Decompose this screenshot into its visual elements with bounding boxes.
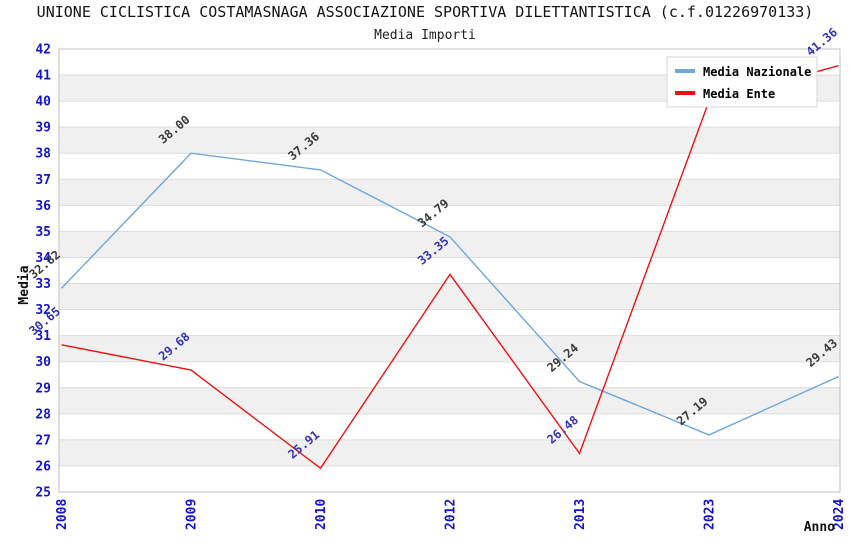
- y-tick-label: 27: [35, 433, 51, 448]
- y-tick-label: 37: [35, 173, 51, 188]
- y-tick-label: 31: [35, 329, 51, 344]
- grid-band: [59, 335, 840, 362]
- legend-box: [666, 56, 818, 108]
- plot-frame: [58, 48, 841, 493]
- x-tick-label: 2023: [703, 499, 718, 530]
- grid-band: [59, 283, 840, 310]
- series-line-0: [60, 152, 839, 436]
- grid-band: [59, 439, 840, 466]
- x-axis-tick-labels: 2008 2009 2010 2012 2013 2023 2024: [55, 499, 847, 530]
- y-tick-label: 30: [35, 355, 51, 370]
- y-tick-label: 41: [35, 69, 51, 84]
- y-tick-label: 36: [35, 199, 51, 214]
- y-tick-label: 26: [35, 459, 51, 474]
- y-tick-label: 39: [35, 121, 51, 136]
- x-tick-label: 2024: [832, 499, 847, 530]
- chart-subtitle: Media Importi: [374, 28, 476, 43]
- legend-label-media-ente: Media Ente: [703, 87, 775, 101]
- y-tick-label: 28: [35, 407, 51, 422]
- y-tick-label: 33: [35, 277, 51, 292]
- legend-label-media-nazionale: Media Nazionale: [703, 65, 811, 79]
- x-tick-label: 2013: [573, 499, 588, 530]
- x-tick-label: 2008: [55, 499, 70, 530]
- y-tick-label: 34: [35, 251, 51, 266]
- x-tick-label: 2010: [314, 499, 329, 530]
- x-axis-title: Anno: [804, 520, 835, 535]
- x-tick-label: 2012: [444, 499, 459, 530]
- y-tick-label: 42: [35, 43, 51, 58]
- grid-band: [59, 179, 840, 206]
- y-axis-tick-labels: 42 41 40 39 38 37 36 35 34 33 32 31 30 29 28 27 26 25: [35, 43, 51, 501]
- chart-title: UNIONE CICLISTICA COSTAMASNAGA ASSOCIAZI…: [37, 3, 814, 21]
- plot-bands: [59, 75, 840, 466]
- grid-band: [59, 231, 840, 258]
- x-tick-label: 2009: [185, 499, 200, 530]
- point-label: 41.36: [803, 25, 840, 59]
- legend: Media Nazionale Media Ente: [666, 56, 818, 108]
- grid-band: [59, 127, 840, 154]
- y-tick-label: 29: [35, 381, 51, 396]
- grid-band: [59, 387, 840, 414]
- y-tick-label: 32: [35, 303, 51, 318]
- y-tick-label: 38: [35, 147, 51, 162]
- y-tick-label: 40: [35, 95, 51, 110]
- y-tick-label: 25: [35, 486, 51, 501]
- y-tick-label: 35: [35, 225, 51, 240]
- y-axis-title: Media: [17, 265, 32, 304]
